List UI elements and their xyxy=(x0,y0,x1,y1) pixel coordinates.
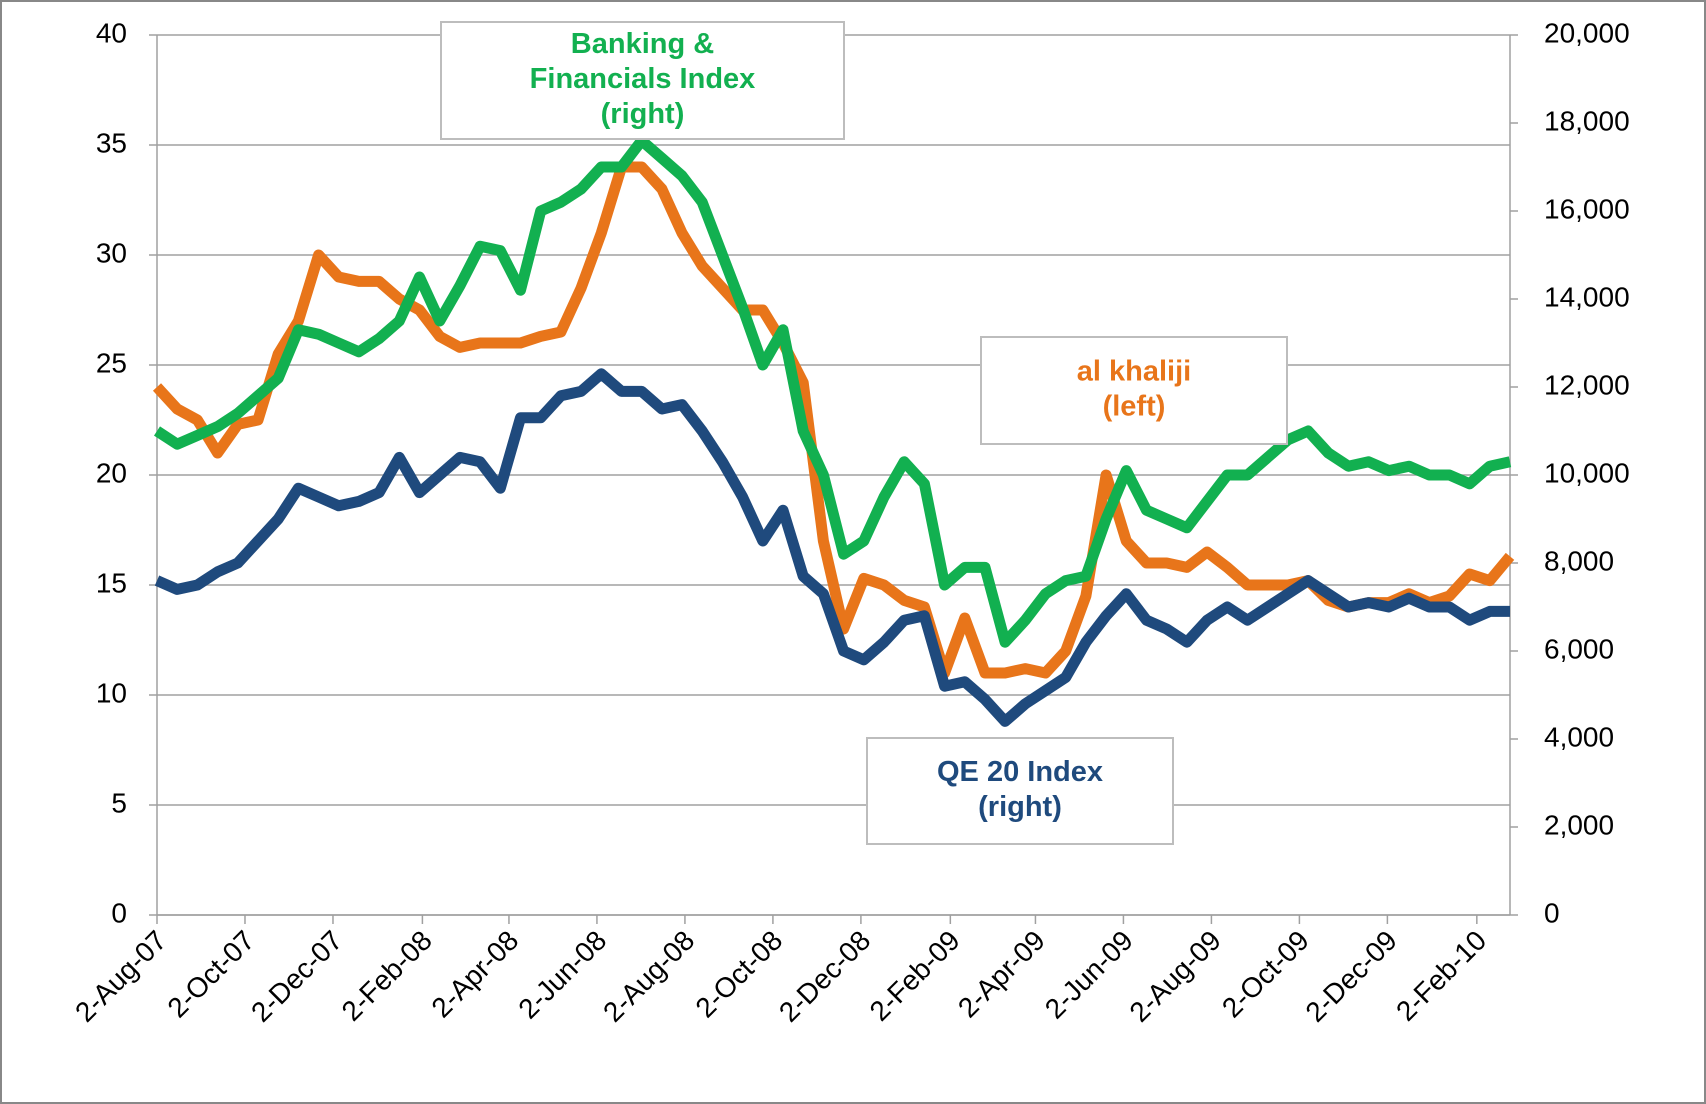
y2-tick-label: 10,000 xyxy=(1544,457,1630,488)
y-tick-label: 20 xyxy=(96,457,127,488)
y2-tick-label: 16,000 xyxy=(1544,193,1630,224)
y2-tick-label: 14,000 xyxy=(1544,281,1630,312)
y2-tick-label: 4,000 xyxy=(1544,721,1614,752)
annotation-text: QE 20 Index xyxy=(937,756,1103,788)
annotation-box xyxy=(980,336,1288,445)
y-tick-label: 15 xyxy=(96,567,127,598)
y-tick-label: 35 xyxy=(96,127,127,158)
y-tick-label: 30 xyxy=(96,237,127,268)
series-line xyxy=(154,368,1510,727)
y2-tick-label: 18,000 xyxy=(1544,105,1630,136)
annotation-box xyxy=(440,21,845,140)
y2-tick-label: 2,000 xyxy=(1544,809,1614,840)
annotations: al khaliji(left) Banking &Financials Inde… xyxy=(440,21,1288,845)
y-tick-label: 10 xyxy=(96,677,127,708)
y2-tick-label: 0 xyxy=(1544,897,1560,928)
annotation-text: (right) xyxy=(978,791,1062,823)
annotation-box xyxy=(866,737,1174,845)
series-line xyxy=(152,161,1515,679)
y-tick-label: 40 xyxy=(96,17,127,48)
annotation-text: Financials Index xyxy=(530,63,756,95)
annotation-text: al khaliji xyxy=(1077,356,1191,388)
annotation-text: (right) xyxy=(601,98,685,130)
y-tick-label: 0 xyxy=(111,897,127,928)
y-tick-label: 25 xyxy=(96,347,127,378)
y2-tick-label: 12,000 xyxy=(1544,369,1630,400)
y2-tick-label: 20,000 xyxy=(1544,17,1630,48)
annotation-text: Banking & xyxy=(571,28,714,60)
y2-tick-label: 8,000 xyxy=(1544,545,1614,576)
annotation-text: (left) xyxy=(1103,391,1166,423)
y2-tick-label: 6,000 xyxy=(1544,633,1614,664)
y-tick-label: 5 xyxy=(111,787,127,818)
